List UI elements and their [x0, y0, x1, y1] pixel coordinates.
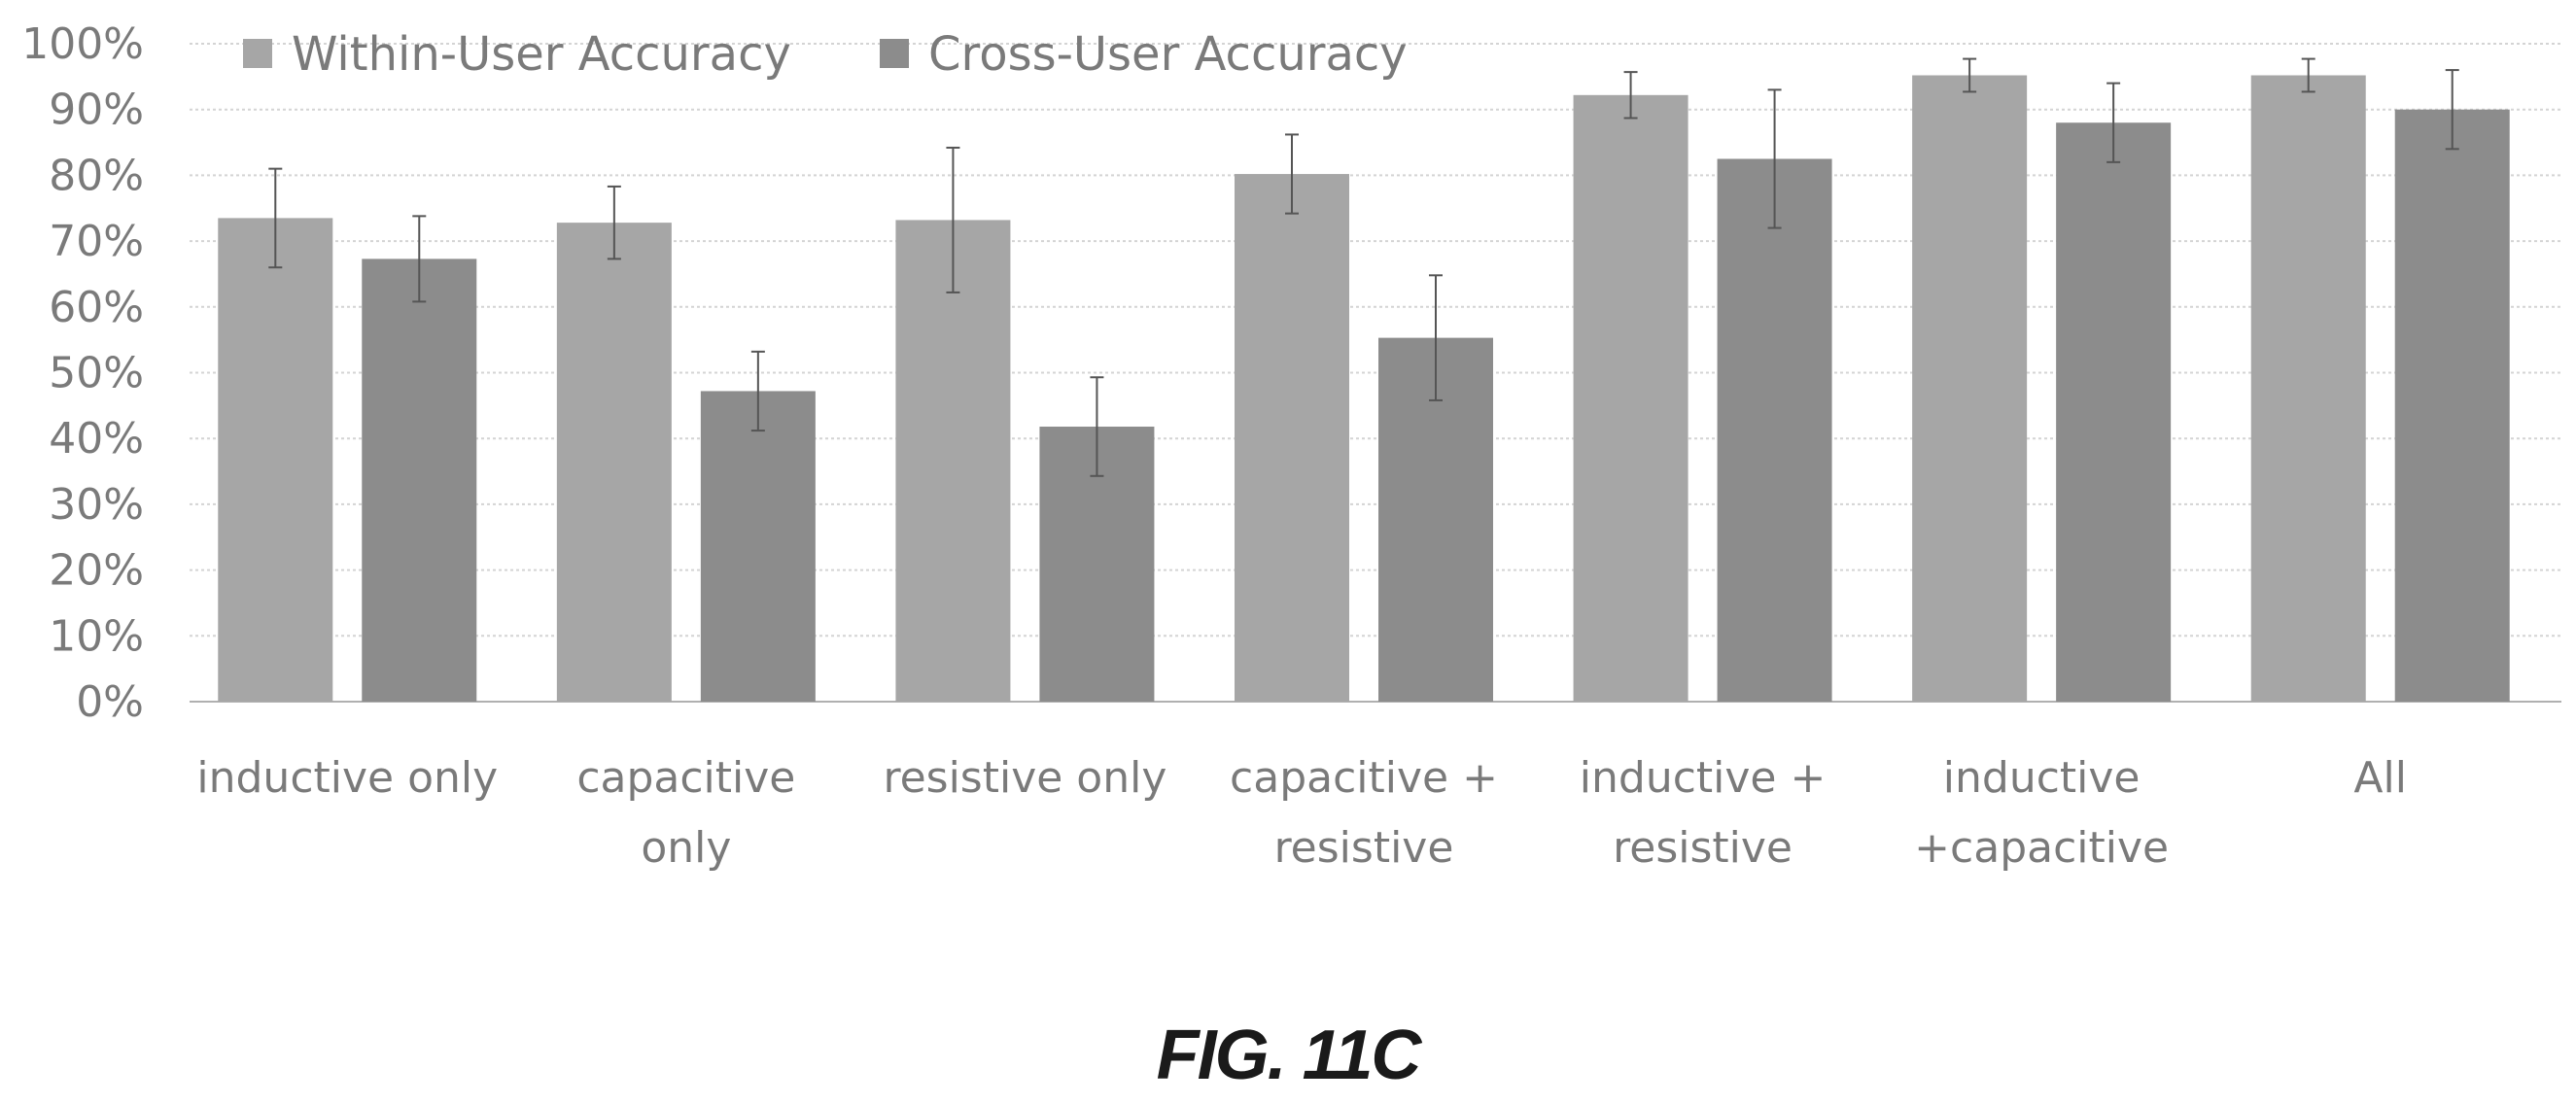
bar-cross-user [700, 391, 816, 702]
bar-within-user [218, 218, 333, 702]
category-label: All [2353, 753, 2407, 803]
legend-label: Cross-User Accuracy [928, 27, 1408, 82]
y-tick-label: 100% [21, 19, 144, 69]
y-tick-label: 70% [49, 217, 144, 266]
category-label: inductive +capacitive [1914, 753, 2169, 873]
legend: Within-User Accuracy Cross-User Accuracy [243, 27, 1408, 82]
category-label: capacitive + resistive [1230, 753, 1498, 873]
y-tick-label: 20% [49, 546, 144, 596]
y-tick-label: 60% [49, 283, 144, 332]
bar-within-user [1912, 75, 2028, 703]
category-label-line: resistive [1274, 823, 1454, 873]
legend-swatch [243, 39, 272, 68]
category-label-line: resistive [1613, 823, 1793, 873]
category-label-line: inductive only [196, 753, 498, 803]
y-tick-label: 40% [49, 414, 144, 464]
x-axis-categories: inductive only capacitive only resistive on… [196, 753, 2407, 873]
category-label-line: All [2353, 753, 2407, 803]
category-label-line: inductive [1943, 753, 2141, 803]
gridlines [190, 43, 2561, 703]
y-tick-label: 50% [49, 349, 144, 398]
category-label-line: capacitive + [1230, 753, 1498, 803]
error-bars [268, 57, 2459, 477]
category-label-line: only [641, 823, 731, 873]
legend-swatch [880, 39, 909, 68]
y-axis-ticks: 0% 10% 20% 30% 40% 50% 60% 70% 80% 90% 100% [21, 19, 144, 727]
y-tick-label: 80% [49, 151, 144, 200]
y-tick-label: 30% [49, 480, 144, 530]
bar-within-user [895, 220, 1011, 702]
category-label-line: capacitive [576, 753, 795, 803]
y-tick-label: 10% [49, 611, 144, 661]
category-label: inductive + resistive [1580, 753, 1827, 873]
category-label-line: inductive + [1580, 753, 1827, 803]
category-label-line: +capacitive [1914, 823, 2169, 873]
category-label: resistive only [883, 753, 1166, 803]
bar-within-user [1235, 174, 1349, 702]
bar-cross-user [362, 259, 477, 702]
legend-label: Within-User Accuracy [292, 27, 791, 82]
bar-within-user [1573, 94, 1688, 702]
category-label-line: resistive only [883, 753, 1166, 803]
bar-cross-user [2394, 109, 2510, 702]
category-label: capacitive only [576, 753, 795, 873]
y-tick-label: 0% [76, 677, 144, 727]
bars [218, 75, 2510, 703]
bar-within-user [2250, 75, 2366, 703]
category-label: inductive only [196, 753, 498, 803]
bar-cross-user [1717, 158, 1832, 703]
figure-caption: FIG. 11C [1156, 1017, 1422, 1094]
bar-cross-user [2056, 122, 2172, 703]
bar-within-user [556, 223, 672, 703]
y-tick-label: 90% [49, 86, 144, 135]
